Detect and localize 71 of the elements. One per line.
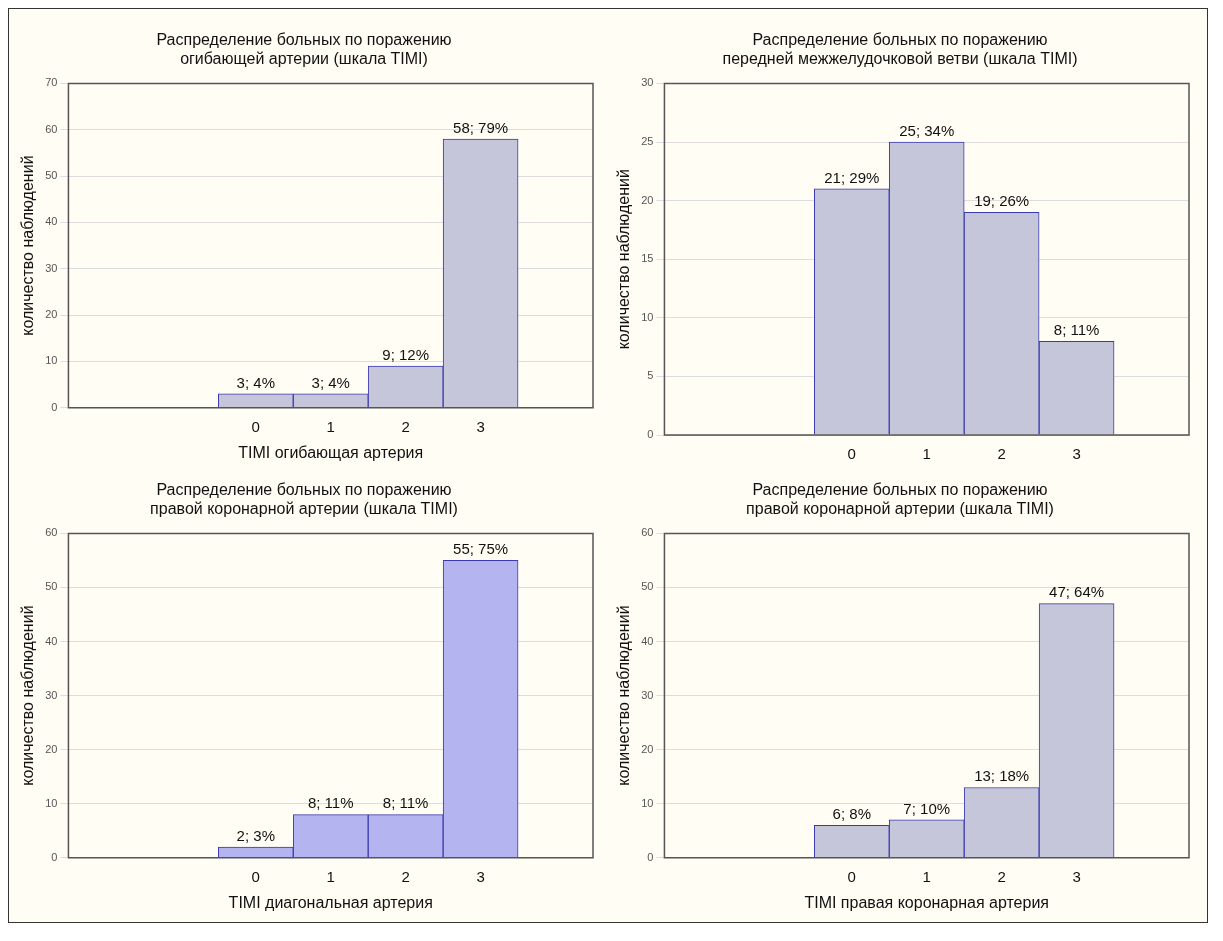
y-tick-label: 50 xyxy=(641,580,654,593)
y-tick-label: 40 xyxy=(641,634,654,647)
y-axis-title: количество наблюдений xyxy=(615,169,633,350)
x-tick-label: 3 xyxy=(476,867,485,885)
data-label: 47; 64% xyxy=(1049,583,1105,601)
y-tick-label: 10 xyxy=(45,796,58,809)
chart-title: Распределение больных по поражению передней межжелудочковой ветви (шкала TIMI) xyxy=(722,31,1078,68)
y-tick-label: 30 xyxy=(45,261,58,274)
y-tick-label: 60 xyxy=(45,122,58,135)
x-axis-title: TIMI диагональная артерия xyxy=(228,893,433,911)
x-tick-label: 3 xyxy=(1072,867,1081,885)
y-tick-label: 10 xyxy=(45,354,58,367)
data-label: 21; 29% xyxy=(824,168,880,186)
x-tick-label: 3 xyxy=(476,417,485,435)
y-tick-label: 0 xyxy=(51,400,58,413)
x-tick-label: 2 xyxy=(997,445,1006,463)
x-tick-label: 0 xyxy=(847,445,856,463)
y-tick-label: 30 xyxy=(641,76,654,89)
data-label: 58; 79% xyxy=(453,118,509,136)
y-axis-title: количество наблюдений xyxy=(19,605,37,786)
data-label: 7; 10% xyxy=(903,799,951,817)
x-tick-label: 3 xyxy=(1072,445,1081,463)
y-tick-label: 20 xyxy=(641,193,654,206)
y-tick-label: 0 xyxy=(51,850,58,863)
x-tick-label: 2 xyxy=(401,417,410,435)
data-label: 3; 4% xyxy=(311,373,350,391)
data-label: 3; 4% xyxy=(236,373,275,391)
data-label: 9; 12% xyxy=(382,345,430,363)
x-axis-title: TIMI огибающая артерия xyxy=(238,443,424,461)
x-tick-label: 1 xyxy=(326,417,335,435)
data-label: 6; 8% xyxy=(832,805,871,822)
data-label: 25; 34% xyxy=(899,121,955,139)
y-tick-label: 50 xyxy=(45,169,58,182)
chart-title: Распределение больных по поражению огибающей артерии (шкала TIMI) xyxy=(156,31,452,68)
y-axis-title: количество наблюдений xyxy=(615,605,633,786)
chart-title: Распределение больных по поражению правой коронарной артерии (шкала TIMI) xyxy=(746,481,1054,518)
y-tick-label: 10 xyxy=(641,310,654,323)
x-tick-label: 0 xyxy=(847,867,856,885)
y-tick-label: 70 xyxy=(45,76,58,89)
y-tick-label: 40 xyxy=(45,634,58,647)
y-tick-label: 30 xyxy=(45,688,58,701)
y-tick-label: 20 xyxy=(45,742,58,755)
y-tick-label: 60 xyxy=(45,526,58,539)
data-label: 55; 75% xyxy=(453,540,509,558)
y-tick-label: 40 xyxy=(45,215,58,228)
data-label: 8; 11% xyxy=(307,794,354,812)
chart-title: Распределение больных по поражению правой коронарной артерии (шкала TIMI) xyxy=(150,481,458,518)
y-tick-label: 25 xyxy=(641,135,654,148)
data-label: 2; 3% xyxy=(236,826,275,844)
y-tick-label: 10 xyxy=(641,796,654,809)
data-label: 19; 26% xyxy=(974,191,1030,209)
x-tick-label: 2 xyxy=(401,867,410,885)
data-label: 13; 18% xyxy=(974,767,1030,785)
y-tick-label: 5 xyxy=(647,369,654,382)
data-label: 8; 11% xyxy=(382,794,429,812)
x-tick-label: 1 xyxy=(326,867,335,885)
y-tick-label: 20 xyxy=(45,308,58,321)
y-axis-title: количество наблюдений xyxy=(19,155,37,336)
x-tick-label: 2 xyxy=(997,867,1006,885)
y-tick-label: 60 xyxy=(641,526,654,539)
x-tick-label: 0 xyxy=(251,867,260,885)
y-tick-label: 30 xyxy=(641,688,654,701)
y-tick-label: 15 xyxy=(641,252,654,265)
x-tick-label: 1 xyxy=(922,867,931,885)
x-tick-label: 1 xyxy=(922,445,931,463)
y-tick-label: 0 xyxy=(647,850,654,863)
x-tick-label: 0 xyxy=(251,417,260,435)
y-tick-label: 20 xyxy=(641,742,654,755)
y-tick-label: 50 xyxy=(45,580,58,593)
data-label: 8; 11% xyxy=(1053,320,1100,338)
x-axis-title: TIMI правая коронарная артерия xyxy=(804,893,1050,911)
